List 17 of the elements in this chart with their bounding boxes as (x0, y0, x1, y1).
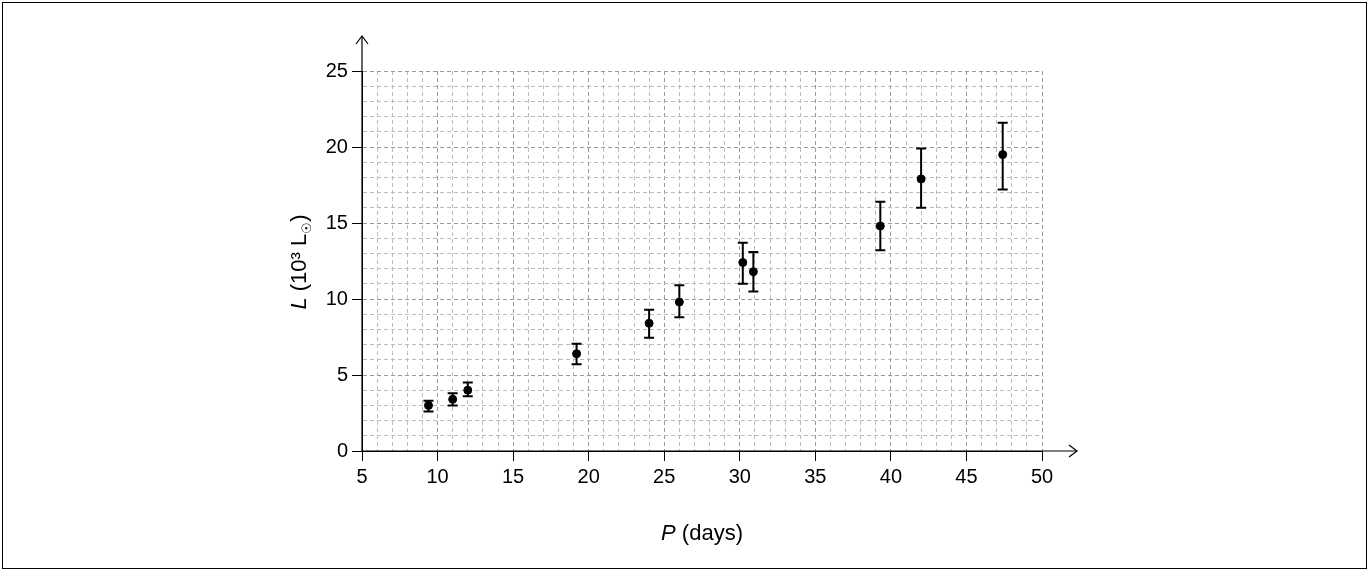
y-tick-label: 5 (336, 362, 348, 385)
x-tick-label: 5 (356, 464, 368, 487)
x-tick-label: 40 (879, 464, 903, 487)
x-axis-title: P (days) (660, 520, 744, 546)
y-tick-label: 10 (325, 286, 348, 309)
x-tick-label: 10 (426, 464, 449, 487)
x-tick-label: 30 (728, 464, 751, 487)
x-tick-label: 15 (501, 464, 525, 487)
x-tick-label: 50 (1030, 464, 1054, 487)
x-tick-label: 35 (804, 464, 827, 487)
x-tick-label: 20 (577, 464, 600, 487)
y-tick-label: 25 (325, 58, 348, 81)
x-tick-label: 45 (955, 464, 978, 487)
y-tick-label: 20 (325, 134, 348, 157)
x-tick-label: 25 (653, 464, 676, 487)
y-tick-label: 0 (336, 438, 348, 461)
y-tick-label: 15 (325, 210, 348, 233)
